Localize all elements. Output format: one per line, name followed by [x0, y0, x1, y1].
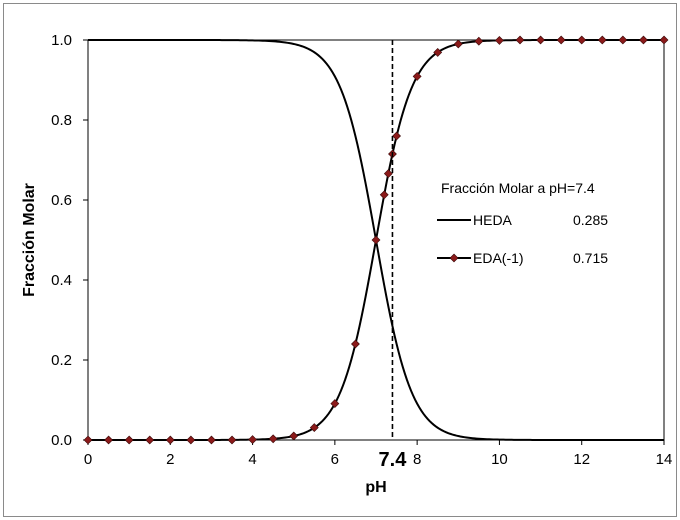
eda-data-point [207, 435, 216, 445]
eda-data-point [392, 131, 401, 141]
eda-data-point [371, 235, 381, 245]
eda-data-point [618, 35, 628, 45]
eda-data-point [268, 434, 278, 444]
ticks-layer: 0 2 4 6 8 10 12 14 0.0 0.2 0.4 0.6 0.8 1.0 [51, 32, 672, 468]
x-tick-label: 6 [331, 451, 339, 468]
eda-data-point [351, 339, 360, 349]
x-tick-label: 14 [656, 451, 673, 468]
eda-data-point [639, 35, 648, 45]
reference-line-label: 7.4 [379, 449, 408, 471]
x-tick-label: 8 [413, 451, 421, 468]
eda-data-point [412, 71, 422, 81]
x-tick-label: 10 [491, 451, 508, 468]
eda-data-point [104, 435, 113, 445]
y-tick-label: 0.4 [51, 272, 72, 289]
y-tick-label: 0.0 [51, 432, 72, 449]
y-tick-label: 0.2 [51, 352, 72, 369]
eda-data-point [597, 35, 607, 45]
eda-data-point [124, 435, 134, 445]
eda-data-point [309, 423, 319, 433]
x-tick-label: 2 [166, 451, 174, 468]
legend-value-heda: 0.285 [573, 212, 608, 228]
eda-data-point [248, 435, 257, 445]
eda-data-point [433, 47, 443, 57]
eda-data-point [186, 435, 196, 445]
eda-data-point [165, 435, 175, 445]
eda-data-point [453, 39, 463, 49]
eda-data-point [383, 169, 393, 179]
legend-marker-eda [449, 253, 459, 263]
legend: Fracción Molar a pH=7.4 HEDA 0.285 EDA(-… [437, 180, 608, 266]
eda-data-point [289, 431, 299, 441]
eda-data-point [83, 435, 93, 445]
eda-data-point [659, 35, 669, 45]
eda-data-point [379, 190, 389, 200]
eda-data-point [495, 35, 504, 45]
legend-entry-eda: EDA(-1) [473, 250, 524, 266]
eda-data-point [330, 399, 340, 409]
plot-area [87, 39, 665, 441]
eda-data-point [474, 36, 484, 46]
y-tick-label: 0.8 [51, 112, 72, 129]
x-tick-label: 4 [248, 451, 256, 468]
y-tick-label: 1.0 [51, 32, 72, 49]
eda-data-point [556, 35, 566, 45]
x-axis-title: pH [365, 479, 386, 496]
eda-data-point [577, 35, 587, 45]
eda-data-point [227, 435, 237, 445]
legend-value-eda: 0.715 [573, 250, 608, 266]
reference-layer: 7.4 [379, 40, 408, 471]
legend-entry-heda: HEDA [473, 212, 513, 228]
legend-title: Fracción Molar a pH=7.4 [441, 180, 595, 196]
eda-data-point [515, 35, 525, 45]
y-axis-title: Fracción Molar [21, 183, 38, 297]
y-tick-label: 0.6 [51, 192, 72, 209]
eda-data-point [536, 35, 545, 45]
x-tick-label: 12 [573, 451, 590, 468]
eda-data-point [145, 435, 155, 445]
x-tick-label: 0 [84, 451, 92, 468]
